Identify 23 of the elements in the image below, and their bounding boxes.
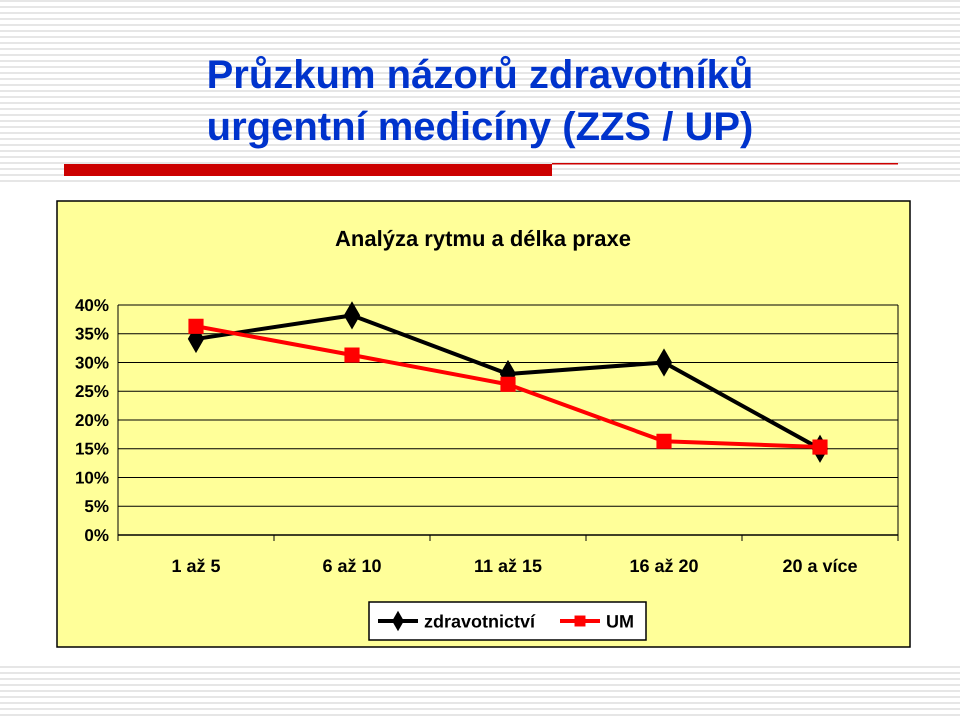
point: [344, 347, 360, 363]
point: [500, 376, 516, 392]
y-tick-label: 20%: [74, 410, 109, 430]
point: [656, 434, 672, 449]
point: [188, 318, 204, 334]
x-tick-label: 1 až 5: [171, 556, 221, 576]
y-tick-label: 15%: [74, 440, 109, 459]
y-tick-label: 25%: [74, 382, 109, 402]
chart-title: Průzkum názorů zdravotníků urgentní medicíny (ZZS / UP): [206, 53, 754, 149]
y-tick-label: 40%: [74, 296, 109, 315]
y-tick-label: 35%: [74, 324, 109, 344]
legend-label: zdravotnictví: [424, 611, 536, 632]
chart-subtitle: Analýza rytmu a délka praxe: [335, 226, 631, 251]
x-tick-label: 11 až 15: [474, 556, 542, 576]
point: [812, 439, 828, 455]
y-tick-label: 10%: [74, 468, 109, 488]
x-tick-label: 6 až 10: [322, 556, 382, 576]
y-tick-label: 30%: [74, 353, 109, 372]
legend-label: UM: [606, 611, 634, 632]
x-tick-label: 16 až 20: [629, 556, 699, 576]
y-tick-label: 5%: [84, 497, 109, 516]
x-tick-label: 20 a více: [782, 556, 858, 576]
y-tick-label: 0%: [84, 526, 109, 545]
